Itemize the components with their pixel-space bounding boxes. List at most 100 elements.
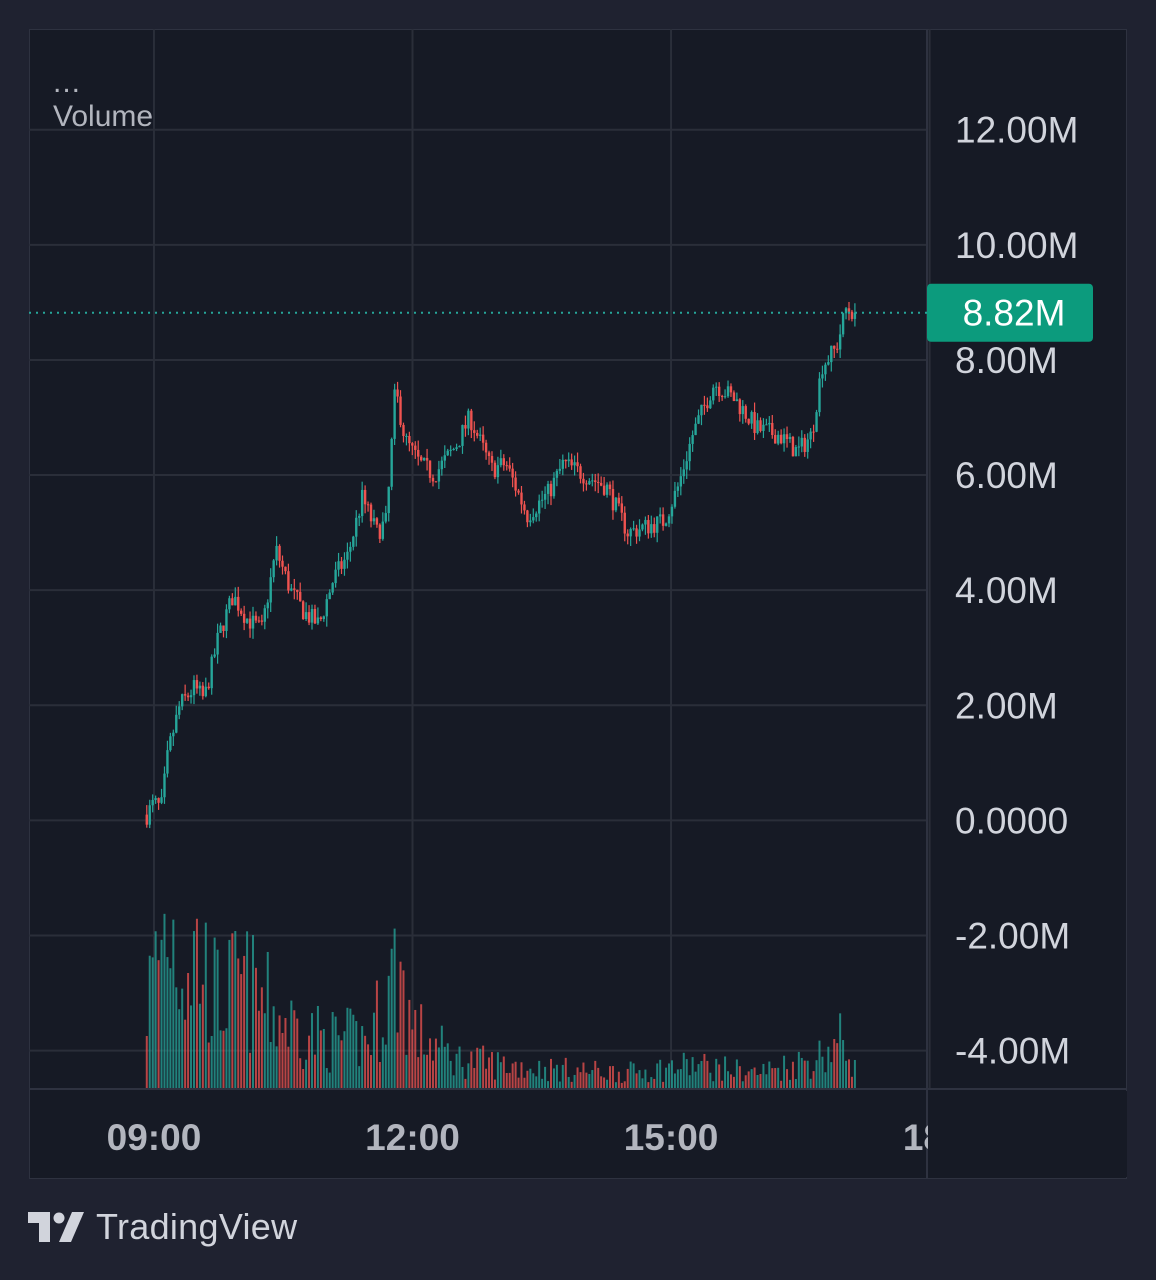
candle-body [833,345,836,349]
volume-bar [198,1003,201,1088]
candle-body [195,680,199,689]
candle-body [774,435,777,444]
candle-body [815,412,818,432]
legend-more-icon[interactable]: ... [53,66,82,99]
volume-bar [299,1058,302,1088]
candle-body [847,308,851,312]
candle-body [611,489,615,511]
candle-body [304,612,308,620]
candle-body [390,438,393,487]
volume-bar [437,1047,440,1088]
volume-bar [750,1069,753,1088]
volume-bar [570,1081,573,1088]
volume-bar [794,1078,797,1088]
volume-bar [623,1081,626,1088]
volume-bar [266,951,269,1088]
volume-bar [455,1053,458,1088]
volume-bar [151,957,154,1088]
candle-body [470,410,473,431]
volume-bar [257,1010,260,1088]
candle-body [588,481,591,485]
volume-bar [558,1081,561,1088]
candle-body [157,798,160,803]
x-tick-label: 15:00 [624,1117,719,1158]
volume-bar [181,988,184,1088]
volume-bar [597,1067,600,1088]
candle-body [756,420,759,433]
volume-bar [535,1076,538,1088]
candle-body [245,618,249,623]
volume-bar [275,1046,278,1088]
volume-bar [154,931,157,1088]
candle-body [248,618,252,629]
volume-bar [384,1044,387,1088]
candle-body [664,523,668,526]
candle-body [417,449,420,457]
volume-bar [222,1030,225,1088]
volume-bar [358,1066,361,1088]
volume-bar [175,987,178,1088]
volume-bar [712,1081,715,1088]
volume-bar [249,1052,252,1088]
candle-body [732,392,736,402]
candle-body [723,396,727,398]
volume-bar [499,1062,502,1088]
candle-body [331,583,334,593]
indicator-legend[interactable]: ... Volume [53,68,153,134]
candle-body [824,364,827,375]
candle-body [189,695,193,698]
candle-body [151,800,154,806]
volume-bar [679,1069,682,1088]
candle-body [481,434,485,443]
volume-bar [629,1061,632,1088]
volume-bar [594,1060,597,1088]
volume-bar [254,967,257,1088]
volume-bar [567,1076,570,1088]
candle-body [744,406,747,419]
volume-bar [547,1081,550,1088]
volume-bar [791,1061,794,1088]
volume-bar [715,1058,718,1088]
volume-bar [387,975,390,1088]
candle-body [765,424,768,426]
candle-body [166,750,169,774]
candle-body [458,445,461,448]
volume-bar [243,955,246,1088]
candle-body [703,404,706,406]
candle-body [428,460,432,478]
volume-bar [429,1038,432,1088]
candle-body [638,529,641,537]
volume-bar [393,928,396,1088]
volume-bar [396,1032,399,1088]
candle-body [661,514,665,526]
volume-bar [390,948,393,1088]
volume-bar [635,1073,638,1088]
volume-bar [765,1074,768,1088]
candle-body [700,404,703,416]
chart-frame[interactable] [29,29,1127,1179]
volume-bar [676,1069,679,1088]
candle-body [771,422,774,436]
volume-bar [824,1072,827,1088]
volume-bar [148,955,151,1088]
volume-bar [234,931,237,1088]
candle-body [234,596,237,606]
candle-body [747,418,750,424]
candle-body [511,468,514,478]
candle-body [850,311,854,319]
candle-body [715,386,718,388]
volume-bar [768,1061,771,1088]
volume-bar [691,1057,694,1088]
candle-body [313,609,317,624]
volume-bar [169,968,172,1088]
candle-body [178,706,181,715]
volume-bar [446,1043,449,1088]
candle-body [532,517,535,521]
last-price-badge-bg [927,283,1093,342]
y-axis[interactable]: 12.00M 10.00M 8.00M 6.00M 4.00M 2.00M 0.0000 -2… [955,110,1078,1072]
brand[interactable]: TradingView [28,1206,297,1248]
candle-body [363,489,367,505]
volume-bar [839,1013,842,1088]
